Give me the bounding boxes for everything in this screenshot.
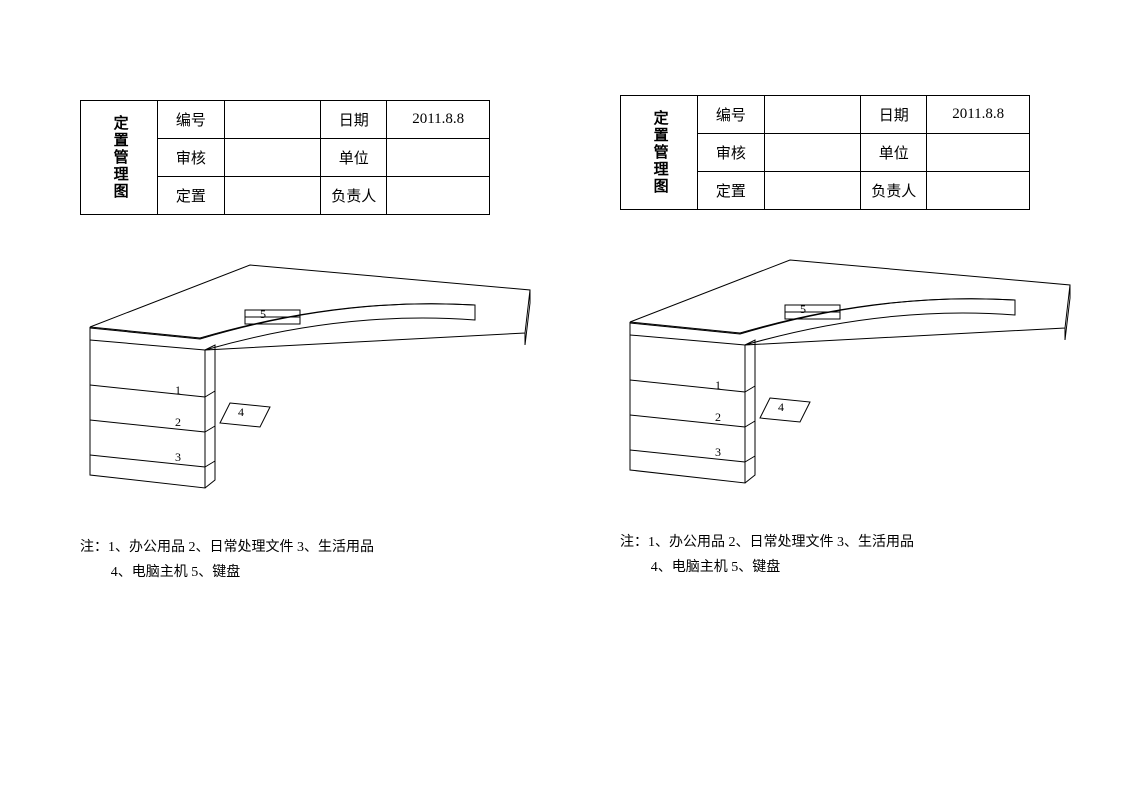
diagram-label-5: 5 [260,307,266,322]
cell-value [764,134,861,172]
cell-label: 定置 [698,172,764,210]
legend: 注：1、办公用品 2、日常处理文件 3、生活用品 4、电脑主机 5、键盘 [80,535,550,585]
cell-value [764,96,861,134]
legend: 注：1、办公用品 2、日常处理文件 3、生活用品 4、电脑主机 5、键盘 [620,530,1090,580]
cell-value [927,172,1030,210]
vertical-title: 定置管理图 [81,101,158,215]
legend-line-1: 注：1、办公用品 2、日常处理文件 3、生活用品 [80,535,550,560]
cell-label: 编号 [158,101,224,139]
header-table: 定置管理图 编号 日期 2011.8.8 审核 单位 定置 负责人 [80,100,490,215]
cell-value: 2011.8.8 [387,101,490,139]
vertical-title: 定置管理图 [621,96,698,210]
diagram-label-2: 2 [715,410,721,425]
cell-value [224,101,321,139]
cell-label: 单位 [321,139,387,177]
desk-diagram: 1 2 3 4 5 [620,250,1080,510]
cell-value [387,139,490,177]
header-table: 定置管理图 编号 日期 2011.8.8 审核 单位 定置 负责人 [620,95,1030,210]
diagram-label-1: 1 [715,378,721,393]
diagram-label-1: 1 [175,383,181,398]
cell-value [224,177,321,215]
legend-line-2: 4、电脑主机 5、键盘 [620,555,1090,580]
legend-line-1: 注：1、办公用品 2、日常处理文件 3、生活用品 [620,530,1090,555]
cell-value [764,172,861,210]
diagram-label-3: 3 [715,445,721,460]
cell-label: 审核 [158,139,224,177]
cell-value [224,139,321,177]
cell-label: 日期 [861,96,927,134]
panel-left: 定置管理图 编号 日期 2011.8.8 审核 单位 定置 负责人 [80,100,550,585]
diagram-label-5: 5 [800,302,806,317]
cell-label: 日期 [321,101,387,139]
cell-value: 2011.8.8 [927,96,1030,134]
cell-label: 定置 [158,177,224,215]
cell-label: 审核 [698,134,764,172]
diagram-label-4: 4 [778,400,784,415]
cell-label: 负责人 [861,172,927,210]
cell-value [927,134,1030,172]
cell-label: 负责人 [321,177,387,215]
cell-value [387,177,490,215]
panel-right: 定置管理图 编号 日期 2011.8.8 审核 单位 定置 负责人 [620,95,1090,580]
legend-line-2: 4、电脑主机 5、键盘 [80,560,550,585]
diagram-label-4: 4 [238,405,244,420]
diagram-label-2: 2 [175,415,181,430]
desk-diagram: 1 2 3 4 5 [80,255,540,515]
cell-label: 编号 [698,96,764,134]
cell-label: 单位 [861,134,927,172]
diagram-label-3: 3 [175,450,181,465]
